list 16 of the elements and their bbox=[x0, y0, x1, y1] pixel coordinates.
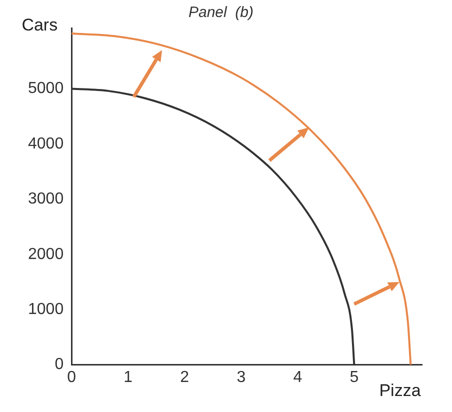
y-tick-label: 3000 bbox=[28, 190, 64, 208]
x-tick-label: 1 bbox=[124, 368, 133, 386]
x-tick-label: 5 bbox=[350, 368, 359, 386]
y-tick-label: 5000 bbox=[28, 80, 64, 98]
chart-title: Panel (b) bbox=[188, 4, 254, 22]
y-axis-title: Cars bbox=[22, 16, 58, 35]
line-series bbox=[72, 32, 412, 365]
y-tick-label: 0 bbox=[54, 356, 64, 374]
x-axis-title: Pizza bbox=[379, 380, 422, 400]
x-tick-label: 4 bbox=[293, 368, 302, 386]
y-tick-label: 4000 bbox=[28, 135, 64, 152]
x-tick-label: 3 bbox=[236, 368, 246, 386]
x-tick-label: 2 bbox=[180, 368, 190, 386]
x-tick-label: 0 bbox=[67, 368, 76, 386]
y-tick-label: 2000 bbox=[28, 246, 64, 263]
y-tick-label: 1000 bbox=[28, 300, 64, 318]
